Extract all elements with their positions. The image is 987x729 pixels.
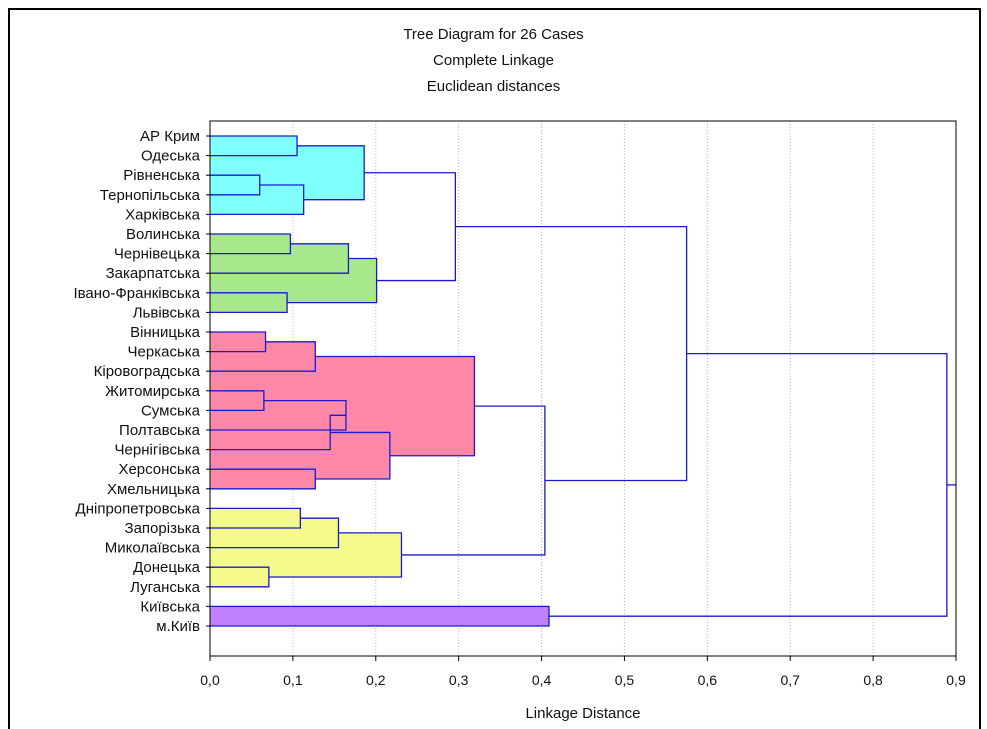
leaf-label: Вінницька — [130, 324, 201, 341]
cluster-fill-block — [210, 332, 266, 352]
cluster-fill-block — [210, 469, 316, 489]
dendrogram-link — [210, 399, 347, 431]
chart-subtitle-linkage: Complete Linkage — [433, 52, 554, 69]
dendrogram-link — [210, 566, 270, 588]
leaf-label: Чернігівська — [115, 442, 201, 459]
dendrogram-link — [364, 172, 457, 282]
cluster-fill-block — [210, 390, 264, 411]
x-tick-label: 0,3 — [449, 672, 469, 688]
leaf-label: Івано-Франківська — [73, 285, 200, 302]
leaf-label: Житомирська — [105, 383, 201, 400]
leaf-label: м.Київ — [156, 618, 200, 635]
leaf-label: Кіровоградська — [94, 363, 201, 380]
leaf-label: Сумська — [141, 402, 201, 419]
x-tick-label: 0,9 — [946, 672, 966, 688]
cluster-fill-block — [210, 175, 260, 195]
leaf-label: Херсонська — [118, 461, 200, 478]
x-tick-label: 0,6 — [698, 672, 718, 688]
leaf-label: Харківська — [125, 206, 201, 223]
x-tick-label: 0,2 — [366, 672, 386, 688]
leaf-label: Луганська — [130, 579, 200, 596]
x-tick-label: 0,0 — [200, 672, 220, 688]
dendrogram-link — [210, 174, 261, 196]
leaf-label: Закарпатська — [106, 265, 201, 282]
cluster-fill-block — [210, 136, 298, 156]
cluster-fills — [210, 136, 550, 626]
dendrogram-link — [268, 532, 403, 578]
cluster-fill-block — [210, 292, 288, 313]
leaf-label: Дніпропетровська — [76, 500, 201, 517]
leaf-labels: АР Крим Одеська Рівненська Тернопільська Хар… — [73, 128, 210, 635]
leaf-label: Рівненська — [123, 167, 200, 184]
leaf-label: Тернопільська — [100, 187, 201, 204]
leaf-label: Миколаївська — [105, 540, 201, 557]
leaf-label: Одеська — [141, 148, 201, 165]
dendrogram-link — [210, 233, 292, 255]
chart-subtitle-distance: Euclidean distances — [426, 78, 561, 95]
cluster-fill-block — [210, 508, 301, 528]
dendrogram-link — [210, 184, 305, 216]
chart-title: Tree Diagram for 26 Cases — [403, 26, 584, 43]
leaf-label: АР Крим — [140, 128, 200, 145]
x-tick-label: 0,5 — [615, 672, 635, 688]
dendrogram-link — [549, 352, 948, 617]
dendrogram-links — [210, 135, 956, 627]
x-axis: 0,0 0,1 0,2 0,3 0,4 0,5 0,6 0,7 0,8 0,9 — [200, 656, 966, 688]
leaf-label: Полтавська — [119, 422, 201, 439]
x-tick-label: 0,4 — [532, 672, 552, 688]
leaf-label: Чернівецька — [114, 246, 201, 263]
leaf-label: Донецька — [133, 559, 201, 576]
x-axis-label: Linkage Distance — [525, 705, 640, 722]
leaf-label: Київська — [140, 598, 200, 615]
cluster-fill-block — [210, 234, 291, 254]
plot-border — [209, 120, 957, 657]
x-tick-label: 0,7 — [780, 672, 800, 688]
leaf-label: Волинська — [126, 226, 201, 243]
dendrogram-link — [401, 405, 546, 556]
leaf-label: Черкаська — [128, 344, 201, 361]
leaf-label: Хмельницька — [107, 481, 201, 498]
dendrogram-link — [210, 135, 298, 157]
dendrogram-link — [455, 226, 688, 482]
cluster-fill-block — [210, 606, 550, 626]
x-tick-label: 0,1 — [283, 672, 303, 688]
x-tick-label: 0,8 — [863, 672, 883, 688]
dendrogram-link — [297, 145, 365, 201]
cluster-fill-block — [210, 567, 269, 587]
window-frame — [8, 8, 981, 729]
dendrogram-link — [210, 243, 350, 274]
leaf-label: Запорізька — [125, 520, 201, 537]
leaf-label: Львівська — [133, 304, 201, 321]
